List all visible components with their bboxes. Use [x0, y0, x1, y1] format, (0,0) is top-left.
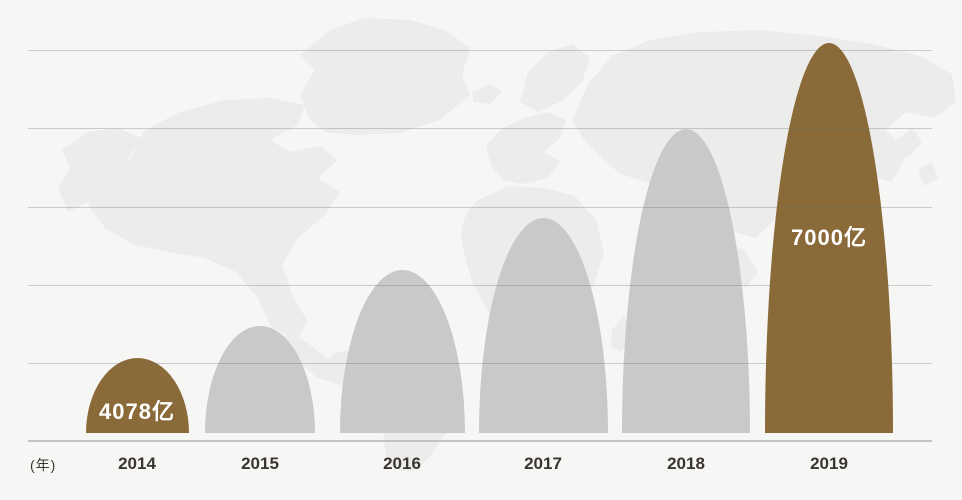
x-axis-tick-label-2015: 2015 [241, 454, 279, 473]
x-axis-tick-label-2016: 2016 [383, 454, 421, 473]
bar-value-label-2014: 4078亿 [99, 399, 175, 424]
gridline-2 [28, 128, 932, 129]
x-axis-tick-label-2017: 2017 [524, 454, 562, 473]
x-axis-unit-label: (年) [30, 457, 57, 473]
x-axis-tick-label-2018: 2018 [667, 454, 705, 473]
bar-value-label-2019: 7000亿 [791, 225, 867, 250]
x-axis-line [28, 440, 932, 442]
gridline-4 [28, 285, 932, 286]
gridline-3 [28, 207, 932, 208]
gridline-5 [28, 363, 932, 364]
x-axis-tick-label-2014: 2014 [118, 454, 156, 473]
x-axis-tick-label-2019: 2019 [810, 454, 848, 473]
gridline-1 [28, 50, 932, 51]
